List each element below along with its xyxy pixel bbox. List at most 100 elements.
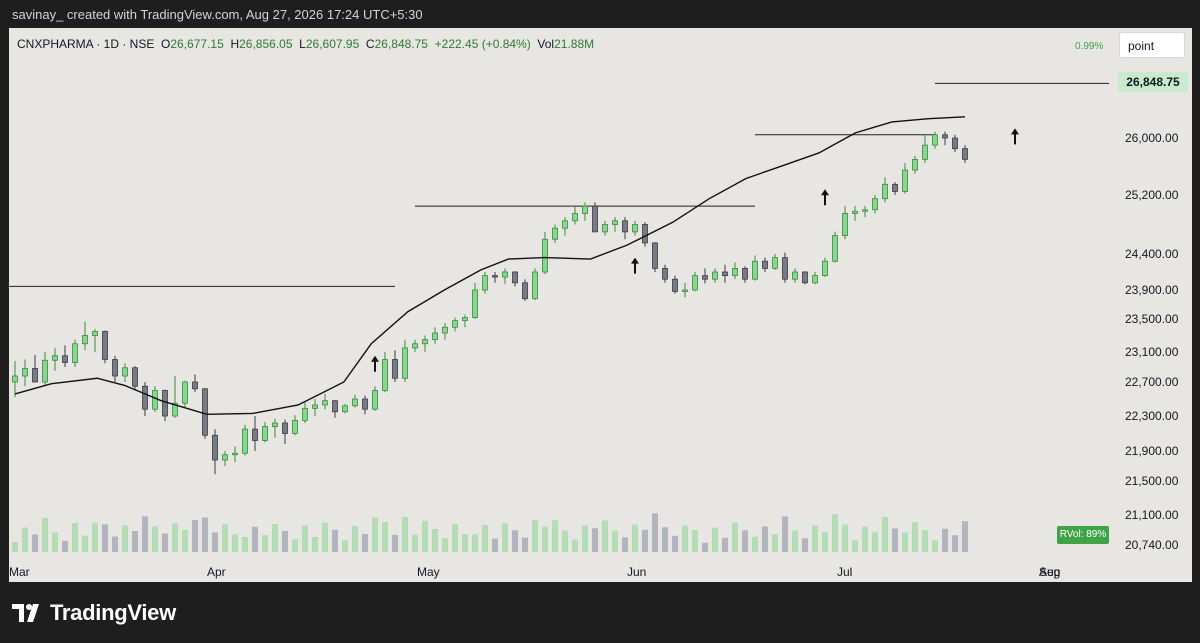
price-tick-label: 23,900.00 [1125,283,1179,297]
time-tick-label: Aug [1039,565,1060,579]
candle-body [962,148,968,160]
volume-bar [232,534,238,552]
volume-bar [792,530,798,552]
candle-body [112,359,118,377]
candle-body [342,405,348,413]
candle-body [192,381,198,390]
candle-body [12,375,18,383]
candle-body [672,278,678,292]
price-tick-label: 25,200.00 [1125,188,1179,202]
volume-bar [692,530,698,552]
candle-body [892,183,898,192]
candle-body [832,235,838,262]
time-tick-label: Jun [627,565,646,579]
scale-mode-button[interactable]: point [1119,32,1185,58]
volume-bar [132,531,138,552]
candle-body [782,257,788,280]
volume-bar [832,514,838,552]
volume-bar [802,538,808,552]
volume-bar [62,540,68,552]
candle-body [242,428,248,454]
candle-body [472,289,478,318]
candle-body [622,220,628,233]
volume-bar [332,529,338,552]
volume-bar [852,540,858,552]
candle-body [522,282,528,300]
volume-bar [182,529,188,552]
volume-bar [842,524,848,552]
volume-bar [772,534,778,552]
price-tick-label: 23,100.00 [1125,345,1179,359]
candle-body [302,407,308,421]
candle-body [772,257,778,269]
brand-name: TradingView [50,600,176,625]
volume-bar [372,517,378,552]
volume-bar [722,537,728,552]
volume-bar [322,522,328,552]
volume-bar [822,532,828,552]
candle-body [312,404,318,409]
volume-bar [732,522,738,552]
volume-bar [922,530,928,552]
tradingview-logo[interactable]: TradingView [12,600,176,626]
rvol-badge: RVol: 89% [1057,526,1109,544]
volume-bar [282,531,288,552]
volume-bar [882,517,888,552]
volume-bar [222,524,228,552]
candle-body [792,271,798,280]
candle-body [652,242,658,269]
volume-bar [402,517,408,552]
volume-bar [752,536,758,552]
low-label: L [299,37,306,51]
volume-bar [942,528,948,552]
volume-bar [262,535,268,552]
volume-bar [152,526,158,552]
candle-body [72,343,78,363]
volume-bar [92,522,98,552]
volume-bar [162,533,168,552]
volume-bar [52,532,58,552]
time-tick-label: Mar [9,565,30,579]
candle-body [162,390,168,417]
price-tick-label: 21,100.00 [1125,508,1179,522]
volume-bar [642,529,648,552]
volume-bar [532,519,538,552]
candle-body [412,343,418,349]
up-arrow-icon [821,189,829,206]
volume-bar [552,520,558,552]
price-tick-label: 26,000.00 [1125,131,1179,145]
candle-body [912,158,918,171]
price-tick-label: 21,900.00 [1125,444,1179,458]
candle-body [732,267,738,276]
candle-body [432,332,438,341]
price-chart[interactable]: 26,000.00 25,200.00 24,400.00 23,900.00 23,5… [9,28,1192,582]
tradingview-logo-icon [12,604,39,622]
volume-bar [662,527,668,552]
volume-bar [362,534,368,552]
volume-bar [782,516,788,552]
open-label: O [161,37,171,51]
volume-bar [202,517,208,552]
chart-credit: savinay_ created with TradingView.com, A… [12,7,423,22]
volume-bar [762,526,768,552]
candle-body [202,388,208,436]
volume-bar [22,527,28,552]
volume-bar [272,524,278,552]
chart-panel[interactable]: 26,000.00 25,200.00 24,400.00 23,900.00 23,5… [9,28,1192,582]
volume-bar [352,526,358,552]
volume-bar [442,538,448,552]
candle-body [802,271,808,284]
volume-bar [42,517,48,552]
volume-bar [312,537,318,552]
candle-body [22,368,28,377]
time-tick-label: Apr [207,565,226,579]
candle-body [482,275,488,291]
volume-bar [82,535,88,552]
volume-bar [572,539,578,552]
open-value: 26,677.15 [170,37,224,51]
candle-body [882,183,888,200]
candle-body [552,227,558,240]
volume-bar [142,516,148,552]
price-tick-label: 22,300.00 [1125,409,1179,423]
last-price-tag: 26,848.75 [1118,72,1188,92]
